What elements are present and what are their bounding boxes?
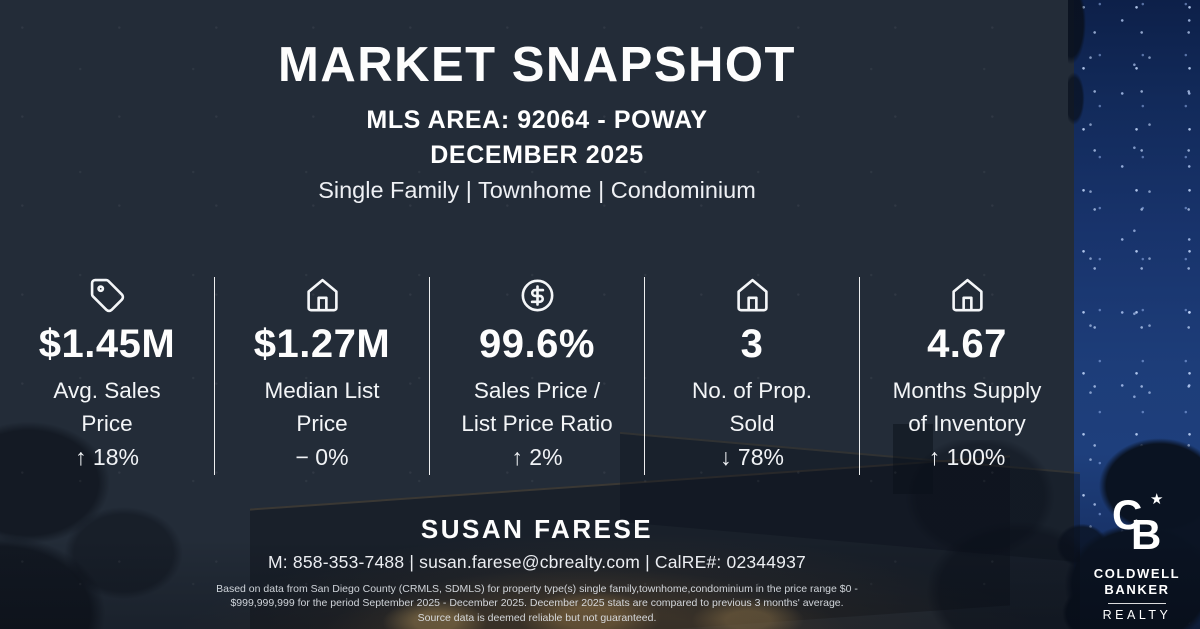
coldwell-banker-logo: C B ★ COLDWELL BANKER REALTY [1074, 491, 1200, 622]
stat-label: Months Supply of Inventory [892, 378, 1042, 436]
page-title: MARKET SNAPSHOT [278, 38, 796, 92]
header: MARKET SNAPSHOT MLS AREA: 92064 - POWAY … [0, 0, 1074, 204]
tree-silhouette-right [1056, 430, 1200, 629]
agent-name: SUSAN FARESE [420, 514, 654, 544]
brand-division: REALTY [1102, 607, 1172, 622]
stat-median-list-price: $1.27M Median List Price − 0% [214, 277, 429, 475]
tree-silhouette-dim [830, 440, 1080, 629]
stats-row: $1.45M Avg. Sales Price ↑ 18% $1.27M Med… [0, 277, 1074, 475]
stat-value: $1.27M [253, 322, 391, 366]
report-period: DECEMBER 2025 [430, 140, 644, 169]
mls-area-subtitle: MLS AREA: 92064 - POWAY [366, 105, 708, 134]
stat-label: Median List Price [264, 378, 380, 436]
panel-noise-texture [0, 0, 1074, 629]
footer: SUSAN FARESE M: 858-353-7488 | susan.far… [0, 514, 1074, 625]
stat-change: − 0% [295, 444, 349, 471]
dollar-circle-icon [452, 277, 622, 317]
disclaimer-text: Based on data from San Diego County (CRM… [216, 583, 858, 624]
house-window-glow [0, 0, 1074, 629]
cb-letter-c: C [1112, 491, 1143, 538]
stat-label: No. of Prop. Sold [691, 378, 813, 436]
stat-properties-sold: 3 No. of Prop. Sold ↓ 78% [644, 277, 859, 475]
home-icon [882, 277, 1052, 317]
stat-value: 4.67 [927, 322, 1007, 366]
stat-months-supply: 4.67 Months Supply of Inventory ↑ 100% [859, 277, 1074, 475]
stat-avg-sales-price: $1.45M Avg. Sales Price ↑ 18% [0, 277, 214, 475]
tag-icon [22, 277, 192, 317]
agent-contact: M: 858-353-7488 | susan.farese@cbrealty.… [268, 552, 806, 572]
star-icon: ★ [1150, 491, 1164, 508]
stat-sales-list-ratio: 99.6% Sales Price / List Price Ratio ↑ 2… [429, 277, 644, 475]
brand-name-line2: BANKER [1104, 582, 1170, 598]
property-types: Single Family | Townhome | Condominium [318, 176, 756, 203]
bottom-vignette [0, 539, 1200, 629]
home-icon [237, 277, 407, 317]
cb-letter-b: B [1131, 511, 1162, 558]
stat-value: 99.6% [479, 322, 595, 366]
stat-change: ↓ 78% [720, 444, 784, 471]
brand-divider [1108, 602, 1166, 604]
stat-change: ↑ 2% [511, 444, 563, 471]
brand-name-line1: COLDWELL [1093, 566, 1181, 581]
stat-change: ↑ 100% [928, 444, 1006, 471]
stat-value: 3 [740, 322, 764, 366]
stat-label: Sales Price / List Price Ratio [461, 378, 613, 436]
stat-change: ↑ 18% [75, 444, 139, 471]
stat-label: Avg. Sales Price [53, 378, 161, 436]
cb-monogram-icon: C B ★ [1104, 491, 1170, 562]
home-icon [667, 277, 837, 317]
stat-value: $1.45M [38, 322, 176, 366]
